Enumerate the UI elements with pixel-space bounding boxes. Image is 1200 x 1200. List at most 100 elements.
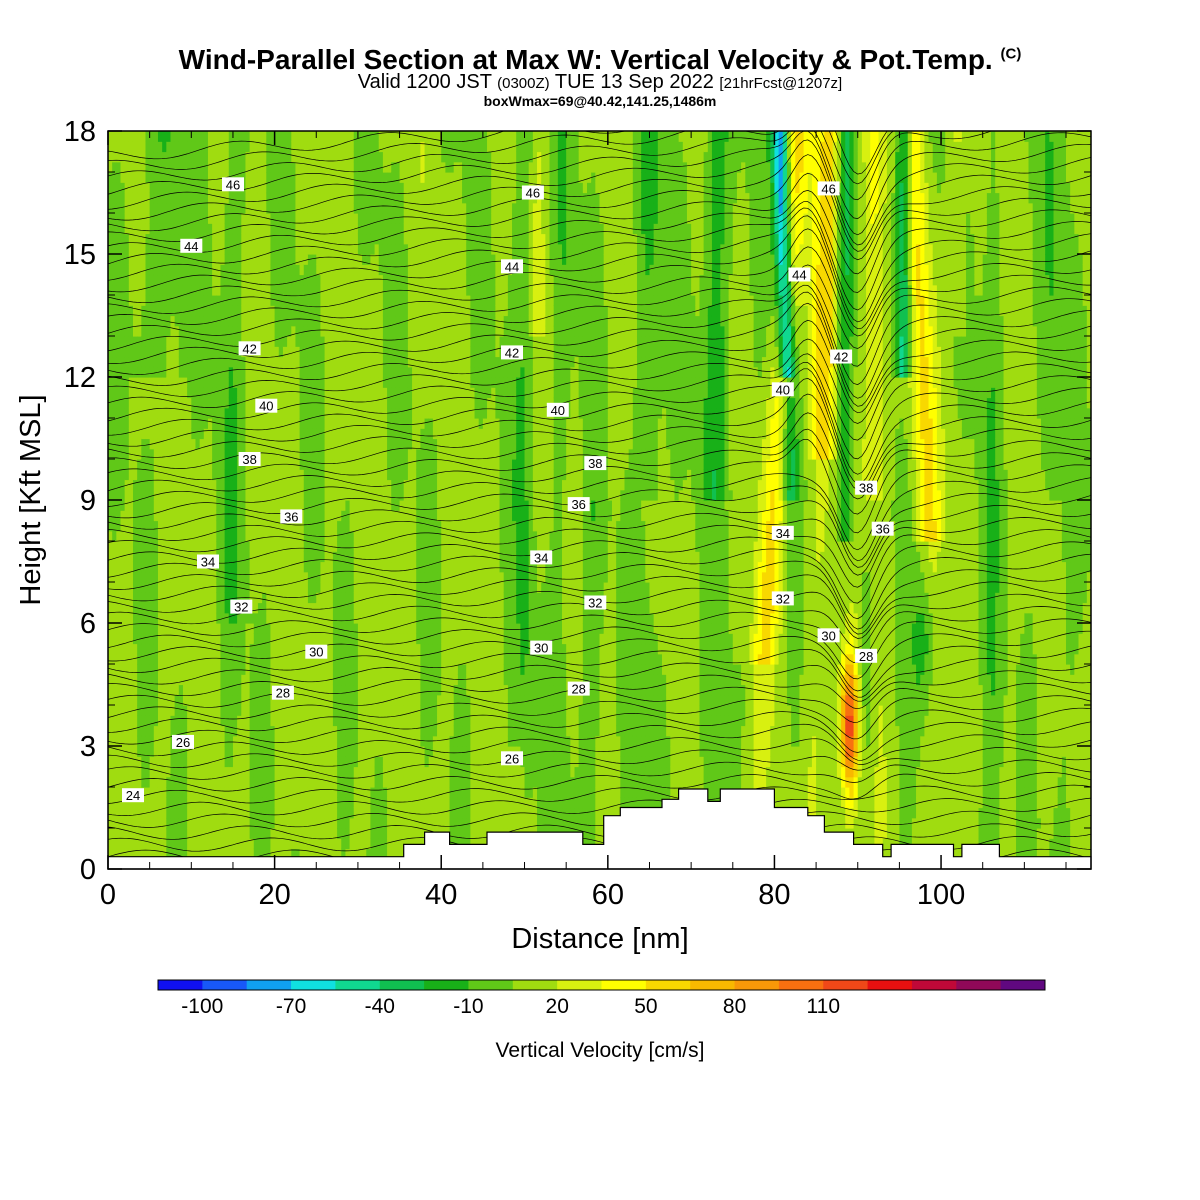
velocity-cell: [120, 766, 126, 778]
velocity-cell: [120, 705, 126, 716]
velocity-cell: [170, 756, 176, 768]
velocity-cell: [220, 377, 226, 388]
velocity-cell: [337, 459, 342, 470]
velocity-cell: [291, 848, 297, 860]
velocity-cell: [166, 756, 172, 768]
velocity-cell: [170, 182, 176, 194]
velocity-cell: [337, 325, 342, 337]
velocity-cell: [299, 551, 305, 563]
velocity-cell: [124, 325, 130, 337]
velocity-cell: [224, 418, 230, 429]
velocity-cell: [241, 192, 247, 204]
velocity-cell: [357, 223, 363, 235]
velocity-cell: [174, 284, 180, 296]
velocity-cell: [141, 776, 147, 788]
velocity-cell: [212, 746, 217, 757]
velocity-cell: [112, 254, 117, 265]
velocity-cell: [307, 582, 313, 593]
velocity-cell: [282, 295, 288, 306]
velocity-cell: [370, 807, 376, 819]
velocity-cell: [166, 325, 172, 337]
velocity-cell: [116, 582, 122, 593]
velocity-cell: [220, 776, 226, 788]
velocity-cell: [303, 694, 309, 706]
velocity-cell: [353, 448, 359, 460]
velocity-cell: [237, 510, 242, 522]
velocity-cell: [220, 448, 226, 460]
velocity-cell: [357, 336, 363, 347]
velocity-cell: [178, 141, 184, 153]
velocity-cell: [149, 295, 155, 306]
velocity-cell: [108, 848, 113, 860]
velocity-cell: [287, 397, 292, 409]
velocity-cell: [274, 336, 280, 347]
velocity-cell: [345, 325, 351, 337]
velocity-cell: [237, 582, 242, 593]
velocity-cell: [137, 254, 142, 265]
velocity-cell: [299, 541, 305, 552]
velocity-cell: [128, 530, 134, 542]
velocity-cell: [178, 325, 184, 337]
velocity-cell: [391, 612, 397, 624]
velocity-cell: [245, 418, 251, 429]
velocity-cell: [220, 387, 226, 399]
velocity-cell: [108, 694, 113, 706]
velocity-cell: [174, 172, 180, 183]
velocity-cell: [124, 766, 130, 778]
velocity-cell: [291, 520, 297, 532]
velocity-cell: [166, 612, 172, 624]
velocity-cell: [137, 643, 142, 655]
velocity-cell: [232, 530, 238, 542]
velocity-cell: [145, 284, 151, 296]
velocity-cell: [332, 571, 338, 583]
velocity-cell: [262, 131, 267, 142]
velocity-cell: [332, 838, 338, 850]
velocity-cell: [241, 746, 247, 757]
velocity-cell: [149, 418, 155, 429]
velocity-cell: [387, 223, 392, 235]
velocity-cell: [382, 366, 388, 378]
velocity-cell: [387, 510, 392, 522]
velocity-cell: [382, 674, 388, 686]
velocity-cell: [316, 131, 322, 142]
velocity-cell: [378, 479, 384, 491]
velocity-cell: [174, 756, 180, 768]
velocity-cell: [132, 725, 138, 737]
velocity-cell: [341, 530, 347, 542]
velocity-cell: [174, 192, 180, 204]
velocity-cell: [212, 643, 217, 655]
velocity-cell: [228, 325, 234, 337]
velocity-cell: [353, 243, 359, 255]
velocity-cell: [270, 284, 276, 296]
velocity-cell: [378, 653, 384, 665]
velocity-cell: [249, 325, 255, 337]
velocity-cell: [312, 377, 317, 388]
velocity-cell: [166, 776, 172, 788]
velocity-cell: [295, 541, 301, 552]
velocity-cell: [391, 182, 397, 194]
velocity-cell: [328, 715, 334, 727]
velocity-cell: [370, 428, 376, 440]
velocity-cell: [220, 725, 226, 737]
velocity-cell: [249, 428, 255, 440]
velocity-cell: [203, 397, 209, 409]
velocity-cell: [162, 756, 167, 768]
velocity-cell: [174, 807, 180, 819]
velocity-cell: [345, 776, 351, 788]
velocity-cell: [312, 459, 317, 470]
velocity-cell: [362, 520, 367, 532]
velocity-cell: [212, 469, 217, 481]
velocity-cell: [366, 725, 372, 737]
velocity-cell: [349, 828, 355, 839]
velocity-cell: [207, 746, 213, 757]
velocity-cell: [378, 592, 384, 604]
velocity-cell: [253, 705, 259, 716]
velocity-cell: [337, 264, 342, 276]
velocity-cell: [291, 223, 297, 235]
velocity-cell: [108, 254, 113, 265]
velocity-cell: [228, 438, 234, 450]
velocity-cell: [303, 725, 309, 737]
velocity-cell: [124, 459, 130, 470]
velocity-cell: [345, 735, 351, 747]
velocity-cell: [353, 397, 359, 409]
